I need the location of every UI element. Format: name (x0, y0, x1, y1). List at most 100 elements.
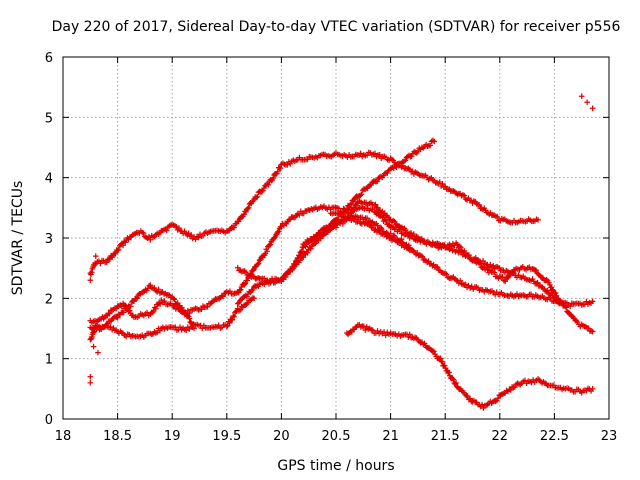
track-upper-mid-point (589, 328, 596, 335)
track-lower-left-2-point (134, 295, 141, 301)
track-lower-left-2-point (199, 325, 206, 332)
track-low-point (492, 398, 499, 405)
track-lower-left-2-point (229, 316, 236, 323)
track-lower-mid-point (418, 252, 424, 259)
track-lower-left-point (151, 304, 158, 311)
track-low-point (431, 348, 437, 355)
x-axis-label: GPS time / hours (277, 458, 394, 474)
track-upper-point (109, 254, 115, 261)
track-lower-left-2-point (170, 295, 177, 302)
track-upper-point (231, 224, 237, 231)
track-lower-mid-point (547, 294, 554, 301)
track-upper-point (97, 260, 104, 267)
track-lower-left-2-point (114, 314, 121, 321)
track-upper-mid-point (276, 228, 282, 235)
track-lower-left-2-point (133, 295, 139, 302)
track-upper-point (409, 168, 416, 174)
x-tick-label: 22.5 (540, 429, 569, 444)
track-rising-high-point (368, 182, 374, 188)
track-middle-point (391, 218, 398, 225)
track-low-point (589, 386, 596, 392)
track-middle-point (448, 243, 455, 250)
track-middle-point (390, 217, 396, 224)
chart-title: Day 220 of 2017, Sidereal Day-to-day VTE… (52, 19, 621, 35)
track-low-point (453, 380, 459, 386)
outliers-point (87, 277, 94, 284)
track-upper-mid-point (296, 212, 303, 218)
track-lower-mid-point (293, 258, 299, 264)
track-low-point (439, 359, 446, 365)
track-low-point (467, 395, 473, 402)
y-tick-label: 3 (45, 232, 53, 247)
track-lower-left-2-point (251, 295, 257, 302)
track-upper-point (535, 217, 541, 223)
track-low-point (512, 384, 518, 390)
track-lower-left-2-point (231, 314, 237, 320)
track-upper-point (120, 242, 126, 249)
track-low-point (479, 401, 485, 408)
track-upper-point (115, 247, 122, 253)
track-low-point (421, 340, 428, 347)
track-upper-point (244, 205, 251, 212)
track-low-point (495, 395, 501, 402)
outliers-point (87, 373, 94, 380)
track-lower-left-2-point (224, 323, 230, 330)
track-middle-point (477, 261, 483, 267)
track-upper-point (140, 230, 147, 236)
track-lower-left-2-point (155, 286, 162, 293)
track-rising-high-point (357, 192, 364, 199)
outliers-point (92, 253, 99, 259)
track-lower-left-2-point (190, 321, 196, 327)
track-lower-mid-point (298, 249, 304, 255)
track-lower-left-3-point (183, 327, 190, 334)
track-upper-point (274, 168, 281, 175)
track-rising-high-point (408, 153, 415, 159)
track-rising-high-point (402, 157, 409, 164)
track-lower-left-2-point (120, 309, 127, 316)
track-lower-left-3-point (191, 325, 197, 332)
track-upper-point (261, 185, 267, 192)
track-lower-left-point (198, 306, 205, 313)
track-rising-high-point (393, 164, 400, 170)
track-lower-mid-point (292, 261, 299, 268)
track-rising-high-point (350, 197, 357, 203)
track-upper-mid-point (242, 280, 249, 287)
track-lower-left-point (161, 298, 168, 304)
x-tick-label: 20.5 (322, 429, 351, 444)
track-low-point (446, 369, 452, 376)
track-low-point (362, 327, 369, 333)
track-middle-point (509, 270, 515, 276)
track-middle-point (466, 252, 472, 258)
track-rising-high-point (244, 293, 250, 300)
track-middle-point (557, 298, 563, 305)
track-upper-point (103, 259, 110, 266)
track-lower-left-3-point (172, 324, 179, 330)
track-rising-high-point (374, 178, 381, 185)
x-tick-label: 21 (382, 429, 399, 444)
track-left-middle-point (356, 217, 362, 223)
track-upper-mid-point (256, 257, 263, 264)
track-lower-left-point (220, 293, 226, 300)
track-upper-point (461, 192, 468, 199)
track-middle-point (504, 275, 511, 281)
track-upper-mid-point (267, 241, 274, 248)
track-lower-left-point (211, 297, 217, 303)
track-lower-left-2-point (230, 313, 236, 319)
data-points (87, 93, 596, 411)
track-lower-left-2-point (237, 307, 244, 313)
track-middle-point (533, 267, 539, 274)
track-upper-point (163, 227, 170, 234)
track-lower-mid-point (270, 279, 277, 285)
track-upper-mid-point (278, 224, 285, 230)
axis-ticks (62, 56, 610, 420)
track-upper-point (376, 151, 383, 158)
track-upper-mid-point (286, 217, 292, 223)
track-upper-mid-point (480, 258, 486, 264)
track-lower-left-point (216, 295, 223, 302)
track-lower-mid-point (296, 252, 303, 259)
track-lower-mid-point (267, 278, 274, 285)
track-upper-point (176, 225, 182, 231)
track-lower-left-point (153, 305, 159, 312)
track-lower-mid-point (567, 303, 574, 309)
track-upper-mid-point (381, 216, 388, 223)
